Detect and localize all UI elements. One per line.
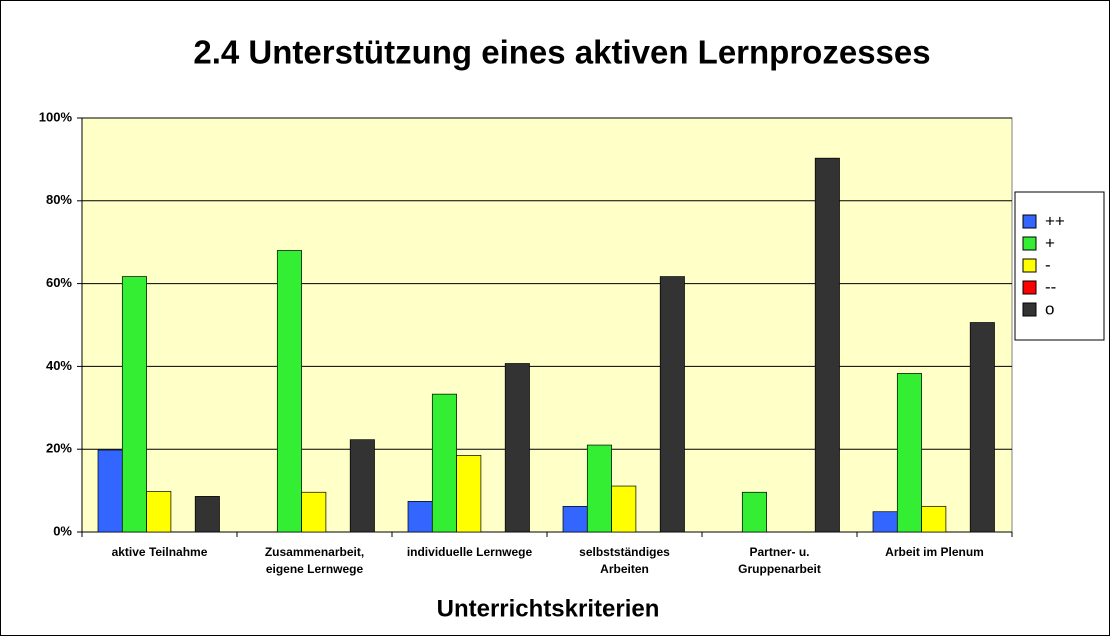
bar xyxy=(814,157,840,533)
legend-label: -- xyxy=(1045,277,1056,296)
bar xyxy=(611,485,637,533)
bar xyxy=(969,322,995,533)
bar xyxy=(301,491,327,533)
bar xyxy=(586,444,612,533)
legend-label: - xyxy=(1045,255,1051,274)
legend-label: ++ xyxy=(1045,211,1065,230)
bar xyxy=(659,276,685,533)
bar xyxy=(504,363,530,533)
legend-swatch xyxy=(1022,258,1037,273)
x-tick-label: Zusammenarbeit, eigene Lernwege xyxy=(264,545,365,576)
bar xyxy=(896,373,922,533)
y-tick-label: 100% xyxy=(39,109,73,124)
chart-title: 2.4 Unterstützung eines aktiven Lernproz… xyxy=(193,34,930,71)
bar xyxy=(741,491,767,533)
legend-swatch xyxy=(1022,280,1037,295)
bar xyxy=(431,393,457,533)
legend-label: + xyxy=(1045,233,1055,252)
bar xyxy=(456,455,482,533)
y-tick-label: 60% xyxy=(46,275,72,290)
y-tick-label: 40% xyxy=(46,358,72,373)
bar xyxy=(921,505,947,533)
x-axis-title: Unterrichtskriterien xyxy=(437,595,660,622)
legend-label: o xyxy=(1045,299,1054,318)
x-tick-label: selbstständiges Arbeiten xyxy=(579,545,670,576)
bar xyxy=(121,276,147,533)
plot-area xyxy=(81,117,1013,533)
bar xyxy=(872,511,898,533)
bar xyxy=(146,491,172,533)
bar xyxy=(349,439,375,533)
bar xyxy=(97,449,123,533)
x-tick-label: aktive Teilnahme xyxy=(111,545,208,559)
bar xyxy=(194,496,220,533)
legend-swatch xyxy=(1022,236,1037,251)
y-tick-label: 80% xyxy=(46,192,72,207)
bar xyxy=(407,501,433,533)
legend-swatch xyxy=(1022,214,1037,229)
bar xyxy=(276,250,302,533)
y-tick-label: 0% xyxy=(53,523,72,538)
y-tick-label: 20% xyxy=(46,441,72,456)
x-tick-label: individuelle Lernwege xyxy=(406,545,533,559)
bar xyxy=(562,505,588,533)
x-tick-label: Partner- u. Gruppenarbeit xyxy=(738,545,821,576)
x-tick-label: Arbeit im Plenum xyxy=(885,545,984,559)
legend-swatch xyxy=(1022,302,1037,317)
